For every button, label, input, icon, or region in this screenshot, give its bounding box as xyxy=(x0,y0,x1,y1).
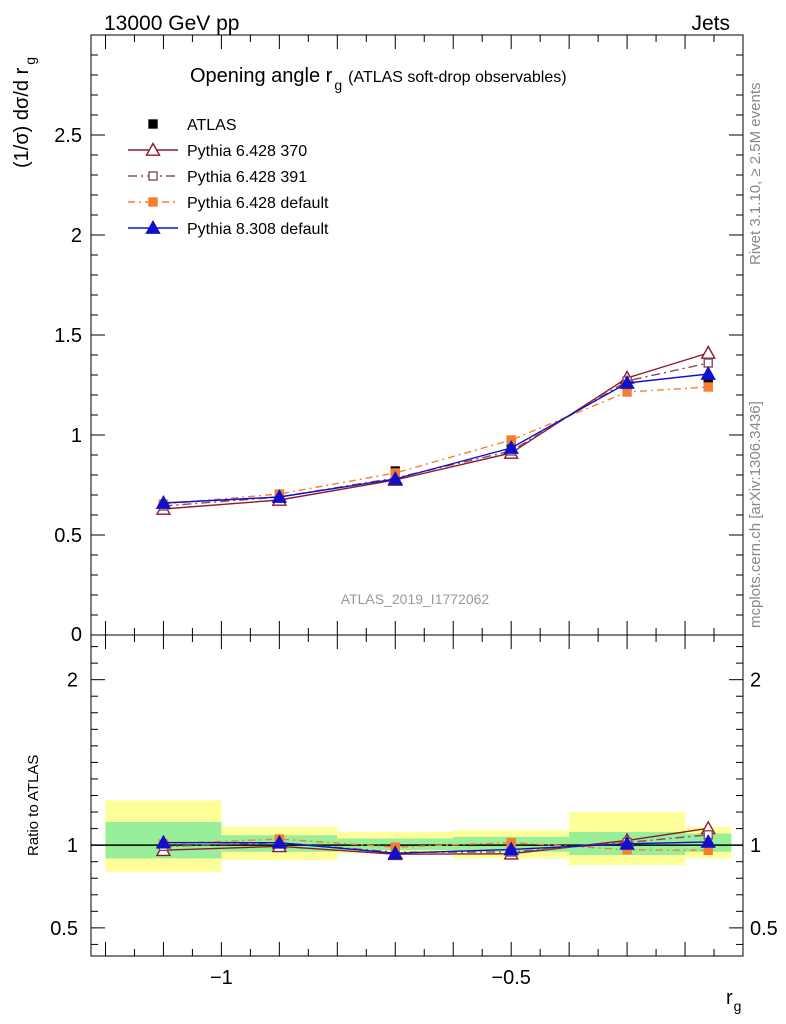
y-tick-label: 0 xyxy=(71,624,82,646)
legend-marker-1 xyxy=(148,171,158,181)
process-label: Jets xyxy=(691,12,730,35)
svg-text:(1/σ) dσ/d rg: (1/σ) dσ/d r g xyxy=(11,57,38,168)
legend-marker-3 xyxy=(145,220,161,234)
series-point-3 xyxy=(700,366,716,380)
ratio-tick-label: 1 xyxy=(67,835,78,857)
y-tick-label: 2 xyxy=(71,225,82,247)
x-tick-label: −1 xyxy=(210,967,233,989)
ratio-panel: −1 −0.5 0.5 0.5 1 1 2 2 xyxy=(50,634,778,989)
svg-text:Opening angle rg(ATLAS soft-dr: Opening angle r g (ATLAS soft-drop observa… xyxy=(190,65,567,93)
plot-title: Opening angle r g (ATLAS soft-drop observa… xyxy=(190,65,567,93)
legend-label-0: Pythia 6.428 370 xyxy=(187,143,307,160)
series-point-3 xyxy=(155,495,172,509)
ratio-line-2 xyxy=(163,838,709,852)
title-suffix: (ATLAS soft-drop observables) xyxy=(348,69,566,86)
ratio-point-3 xyxy=(700,833,716,848)
legend-marker-2 xyxy=(148,197,158,207)
ratio-line-0 xyxy=(163,827,709,855)
y-tick-label: 2.5 xyxy=(54,125,82,147)
legend-marker-atlas xyxy=(148,119,158,129)
title-sub: g xyxy=(334,77,342,93)
y-tick-label: 1.5 xyxy=(54,325,82,347)
series-point-0 xyxy=(700,345,716,359)
x-axis-sub: g xyxy=(734,998,742,1014)
ratio-tick-label-right: 1 xyxy=(750,835,761,857)
rivet-label: Rivet 3.1.10, ≥ 2.5M events xyxy=(747,83,764,266)
ratio-axis-title: Ratio to ATLAS xyxy=(25,755,42,856)
mcplots-label: mcplots.cern.ch [arXiv:1306.3436] xyxy=(747,401,764,628)
ratio-tick-label: 0.5 xyxy=(50,918,78,940)
main-panel: 0.5 1 1.5 2 2.5 0 xyxy=(54,34,744,646)
x-axis-title: rg xyxy=(726,987,741,1014)
title-main: Opening angle r xyxy=(190,65,333,87)
ratio-tick-label-right: 0.5 xyxy=(750,918,778,940)
ratio-point-3 xyxy=(155,834,172,849)
legend-label-2: Pythia 6.428 default xyxy=(187,195,329,212)
series-line-3 xyxy=(163,373,709,504)
y-axis-title: (1/σ) dσ/d r g xyxy=(11,57,38,168)
series-line-2 xyxy=(163,386,709,505)
ratio-frame xyxy=(90,634,744,957)
series-point-2 xyxy=(622,387,632,397)
ratio-tick-label: 2 xyxy=(67,670,78,692)
y-tick-label: 0.5 xyxy=(54,525,82,547)
series-point-1 xyxy=(703,358,713,368)
legend-label-3: Pythia 8.308 default xyxy=(187,221,329,238)
series-point-3 xyxy=(271,489,288,503)
svg-text:rg: rg xyxy=(726,987,741,1014)
y-axis-label: (1/σ) dσ/d r xyxy=(11,67,33,168)
ratio-point-3 xyxy=(387,845,403,860)
legend-label-atlas: ATLAS xyxy=(187,117,237,134)
legend: ATLAS Pythia 6.428 370 Pythia 6.428 391 Pyt… xyxy=(128,117,329,238)
legend-marker-0 xyxy=(145,142,161,156)
ratio-point-3 xyxy=(619,835,635,850)
energy-label: 13000 GeV pp xyxy=(104,12,239,35)
series-point-3 xyxy=(503,440,519,454)
y-tick-label: 1 xyxy=(71,425,82,447)
legend-label-1: Pythia 6.428 391 xyxy=(187,169,307,186)
series-point-2 xyxy=(703,382,713,392)
ratio-point-3 xyxy=(503,841,519,856)
ratio-line-3 xyxy=(163,841,709,854)
series-line-0 xyxy=(163,352,709,510)
analysis-label: ATLAS_2019_I1772062 xyxy=(341,591,490,607)
x-tick-label: −0.5 xyxy=(491,967,530,989)
series-point-3 xyxy=(619,375,635,389)
ratio-tick-label-right: 2 xyxy=(750,670,761,692)
x-axis-label: r xyxy=(726,987,733,1009)
series-point-3 xyxy=(387,471,403,485)
y-axis-sub: g xyxy=(22,57,38,65)
ratio-point-3 xyxy=(271,834,288,849)
